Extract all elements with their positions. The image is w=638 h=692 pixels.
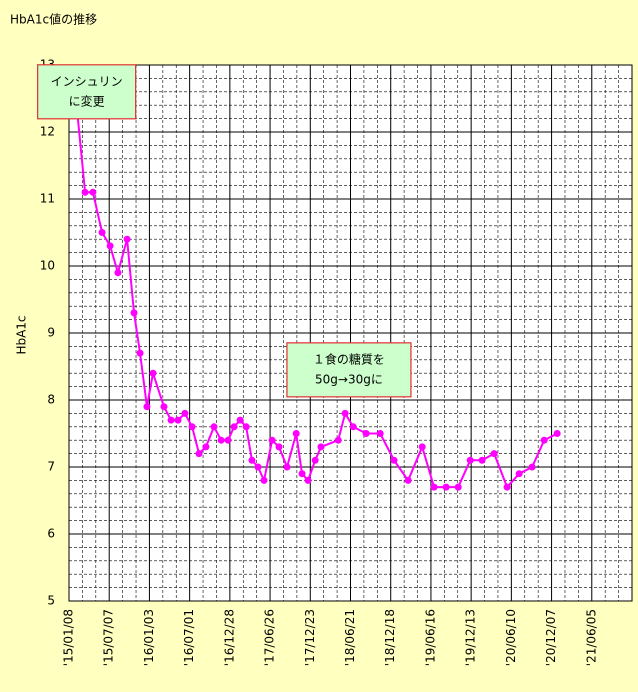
y-tick-label: 8 [47, 393, 55, 407]
data-point [195, 450, 203, 458]
data-point [89, 188, 97, 196]
data-point [283, 463, 291, 471]
x-tick-label: '17/12/23 [303, 609, 317, 666]
data-point [466, 456, 474, 464]
annotation-text: に変更 [69, 93, 105, 108]
data-point [430, 483, 438, 491]
data-point [418, 443, 426, 451]
data-point [123, 235, 131, 243]
data-point [188, 423, 196, 431]
annotation-text: １食の糖質を [313, 351, 385, 366]
y-tick-label: 6 [47, 527, 55, 541]
data-point [390, 456, 398, 464]
plot-border [68, 64, 633, 602]
x-tick-label: '21/06/05 [584, 609, 598, 666]
data-point [130, 309, 138, 317]
x-tick-label: '20/06/10 [504, 609, 518, 666]
data-point [160, 403, 168, 411]
data-point [254, 463, 262, 471]
data-point [349, 423, 357, 431]
data-point [260, 476, 268, 484]
x-tick-label: '16/12/28 [222, 609, 236, 666]
data-point [304, 476, 312, 484]
data-point [149, 369, 157, 377]
data-point [202, 443, 210, 451]
data-point [143, 403, 151, 411]
data-point [540, 436, 548, 444]
data-point [442, 483, 450, 491]
data-point [167, 416, 175, 424]
data-point [106, 242, 114, 250]
data-point [317, 443, 325, 451]
data-point [478, 456, 486, 464]
y-tick-label: 9 [47, 326, 55, 340]
data-point [454, 483, 462, 491]
y-tick-label: 5 [47, 594, 55, 608]
x-tick-label: '15/07/07 [102, 609, 116, 666]
annotation-text: 50g→30gに [315, 372, 383, 386]
data-point [81, 188, 89, 196]
data-point [236, 416, 244, 424]
annotation-box [37, 64, 137, 120]
data-point [490, 450, 498, 458]
annotation-text: インシュリン [51, 74, 123, 88]
x-tick-label: '20/12/07 [544, 609, 558, 666]
data-point [242, 423, 250, 431]
data-point [292, 430, 300, 437]
data-point [404, 476, 412, 484]
y-axis-label: HbA1c [15, 315, 29, 354]
annotation-box [286, 342, 412, 398]
x-tick-label: '19/12/13 [464, 609, 478, 666]
data-point [248, 456, 256, 464]
data-point [334, 436, 342, 444]
data-point [268, 436, 276, 444]
data-point [210, 423, 218, 431]
x-tick-label: '18/12/18 [383, 609, 397, 666]
x-tick-label: '15/01/08 [62, 609, 76, 666]
x-tick-label: '16/01/03 [142, 609, 156, 666]
x-tick-label: '18/06/21 [343, 609, 357, 666]
data-point [224, 436, 232, 444]
x-tick-label: '16/07/01 [182, 609, 196, 666]
data-point [553, 430, 561, 437]
y-tick-label: 7 [47, 460, 55, 474]
data-point [217, 436, 225, 444]
y-tick-label: 11 [40, 192, 55, 206]
data-point [528, 463, 536, 471]
data-point [275, 443, 283, 451]
data-point [362, 430, 370, 437]
y-tick-label: 12 [40, 125, 55, 139]
data-point [376, 430, 384, 437]
data-point [311, 456, 319, 464]
data-point [174, 416, 182, 424]
data-point [136, 349, 144, 357]
data-point [114, 269, 122, 277]
chart-title: HbA1c値の推移 [10, 12, 97, 27]
x-tick-label: '19/06/16 [423, 609, 437, 666]
x-tick-label: '17/06/26 [263, 609, 277, 666]
data-point [181, 409, 189, 417]
data-point [515, 470, 523, 478]
data-point [98, 229, 106, 236]
data-point [341, 409, 349, 417]
y-tick-label: 10 [40, 259, 55, 273]
data-point [230, 423, 238, 431]
data-point [503, 483, 511, 491]
data-point [298, 470, 306, 478]
